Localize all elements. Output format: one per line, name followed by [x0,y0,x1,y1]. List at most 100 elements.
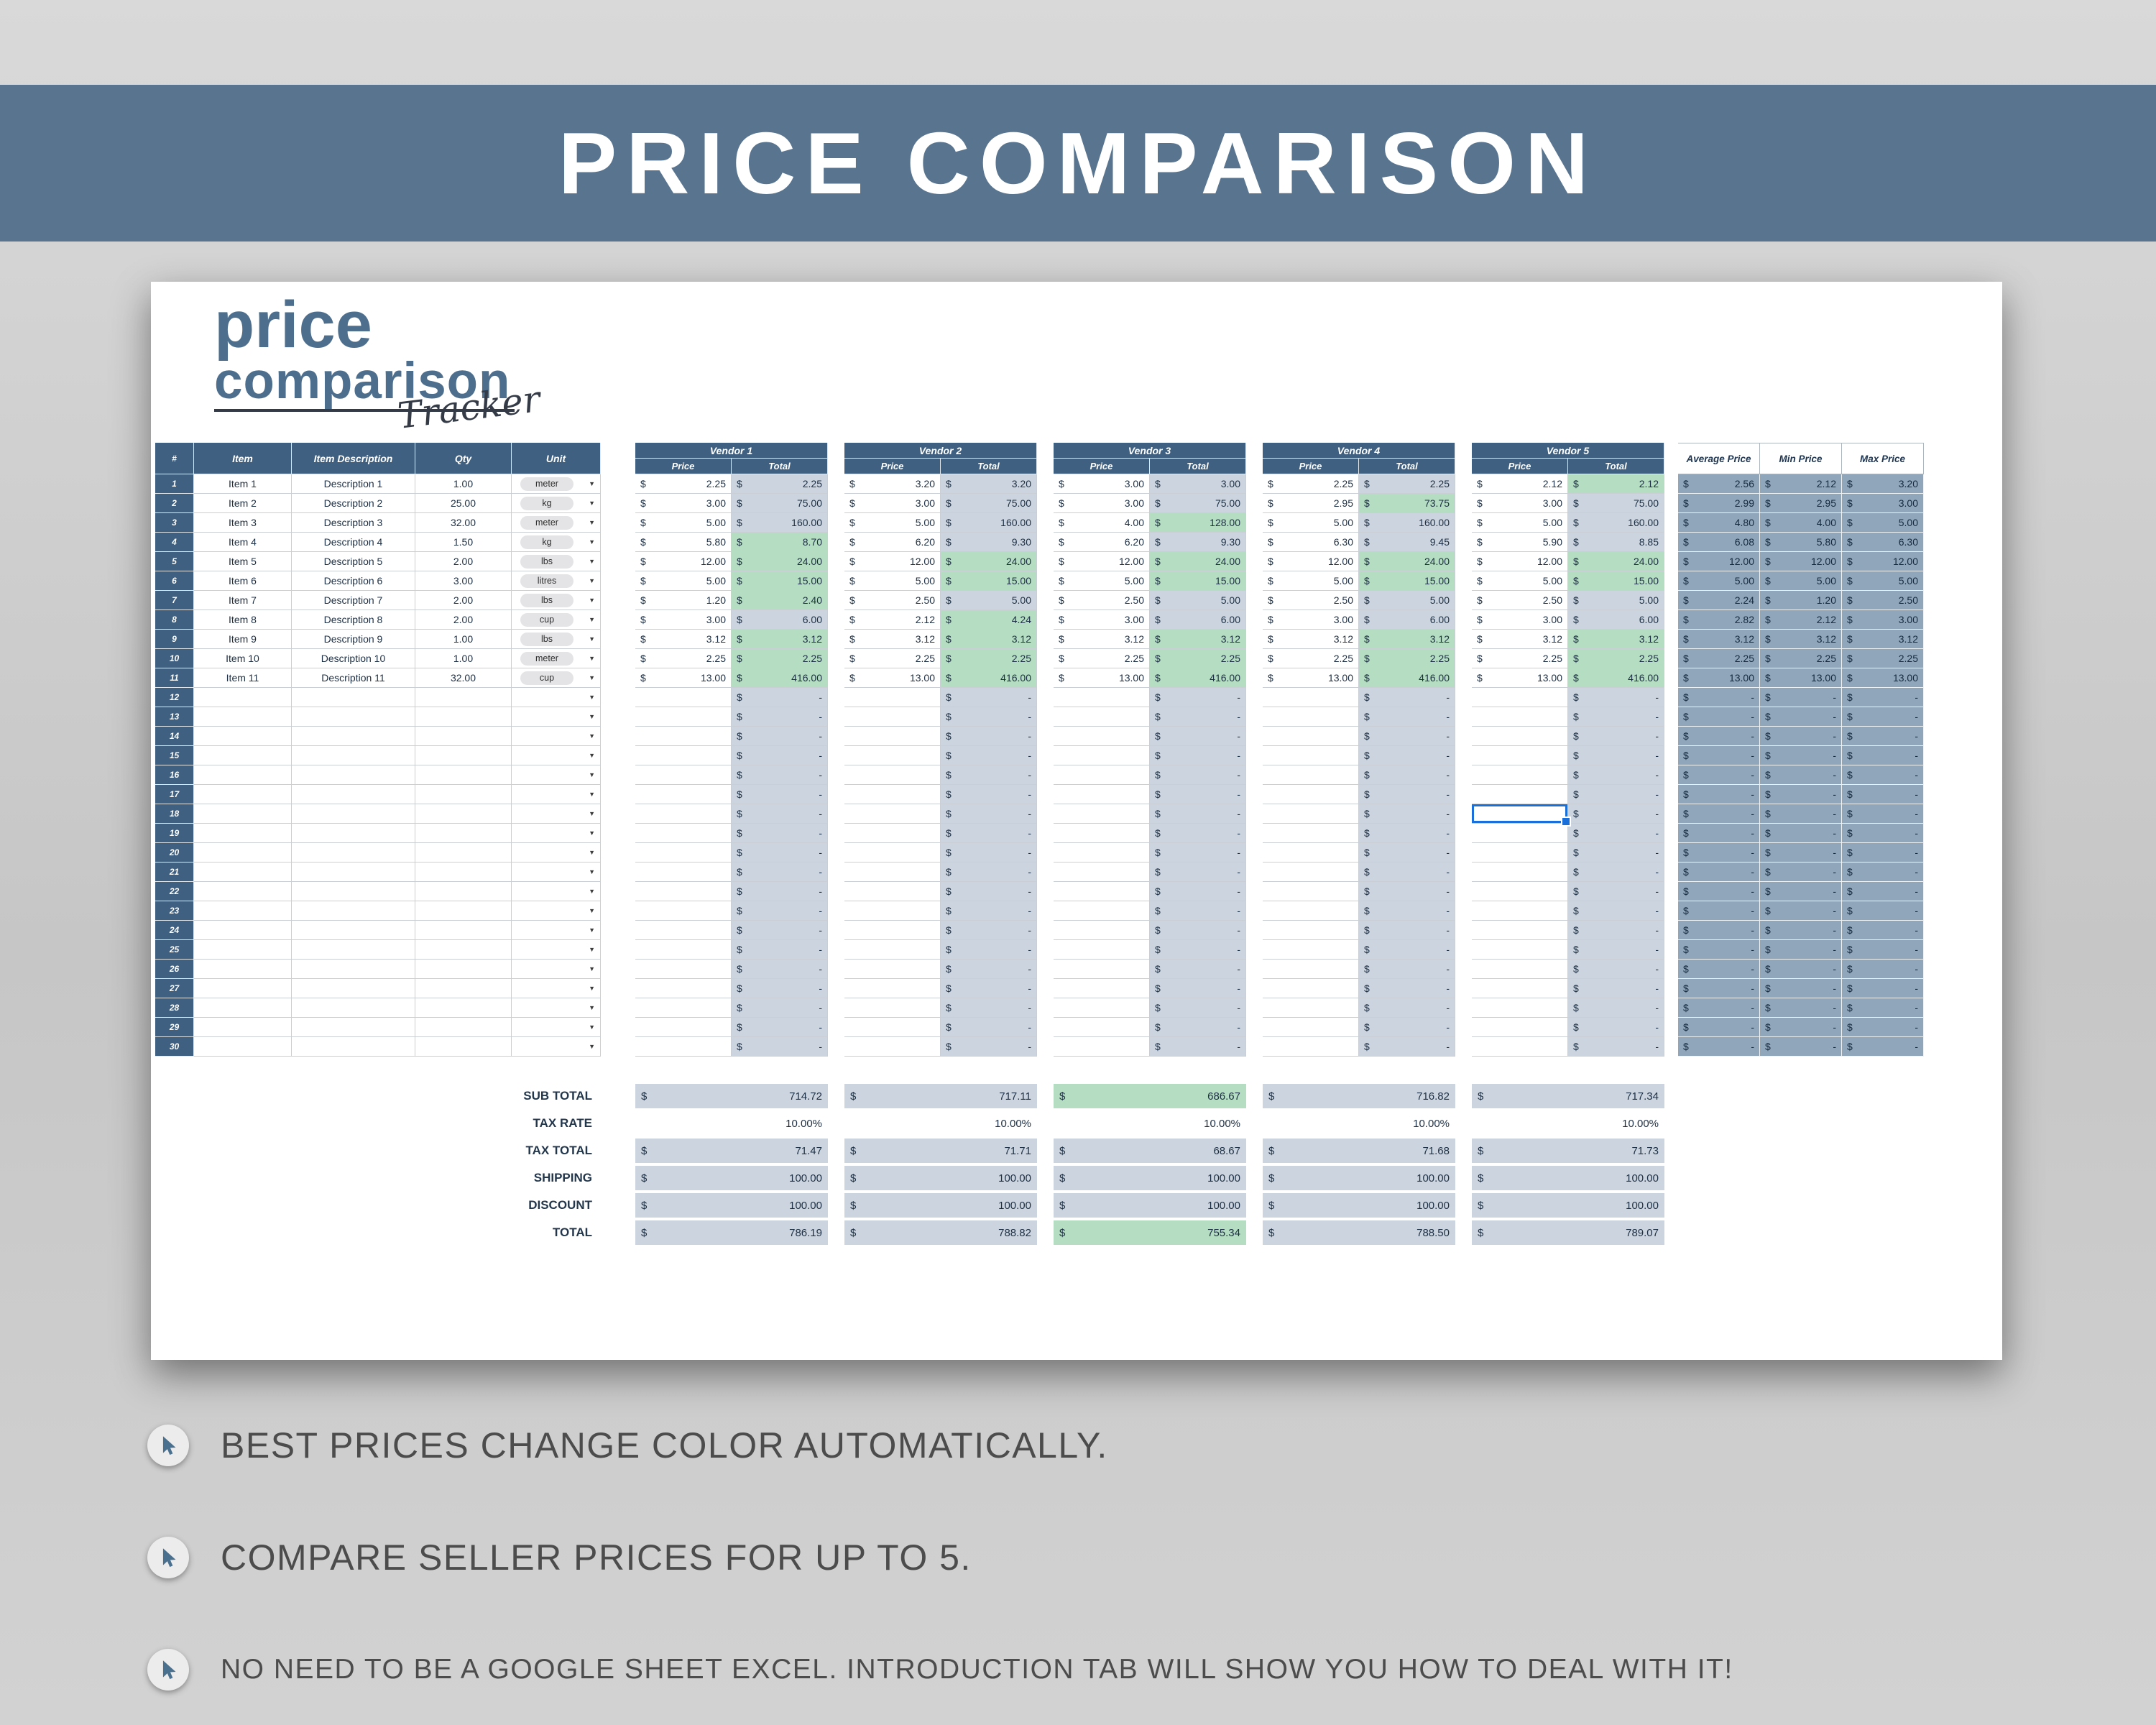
total-cell[interactable]: $416.00 [1568,668,1664,688]
price-cell[interactable] [635,921,732,940]
price-cell[interactable] [1472,688,1568,707]
total-cell[interactable]: $73.75 [1359,494,1455,513]
price-cell[interactable] [844,921,941,940]
total-cell[interactable]: $128.00 [1150,513,1246,533]
price-cell[interactable] [844,765,941,785]
price-cell[interactable] [1472,960,1568,979]
price-cell[interactable]: $3.00 [844,494,941,513]
description-cell[interactable] [292,998,415,1018]
qty-cell[interactable] [415,960,512,979]
price-cell[interactable] [844,843,941,862]
price-cell[interactable] [635,1018,732,1037]
price-cell[interactable] [635,862,732,882]
total-cell[interactable]: $ - [1150,1037,1246,1057]
description-cell[interactable] [292,1037,415,1057]
total-cell[interactable]: $6.00 [1568,610,1664,630]
price-cell[interactable]: $3.00 [635,610,732,630]
row-number[interactable]: 11 [155,668,194,688]
price-cell[interactable] [635,785,732,804]
item-cell[interactable]: Item 10 [194,649,292,668]
item-cell[interactable]: Item 9 [194,630,292,649]
total-cell[interactable]: $ - [941,882,1037,901]
price-cell[interactable] [1263,727,1359,746]
row-number[interactable]: 10 [155,649,194,668]
total-cell[interactable]: $ - [1150,765,1246,785]
price-cell[interactable]: $3.12 [1472,630,1568,649]
unit-cell[interactable]: ▼ [512,843,601,862]
price-cell[interactable] [1263,843,1359,862]
item-cell[interactable]: Item 2 [194,494,292,513]
total-cell[interactable]: $2.40 [732,591,828,610]
price-cell[interactable] [1472,804,1571,827]
price-cell[interactable]: $2.25 [1263,474,1359,494]
total-cell[interactable]: $416.00 [941,668,1037,688]
total-cell[interactable]: $ - [1150,979,1246,998]
total-cell[interactable]: $ - [732,688,828,707]
total-cell[interactable]: $ - [1150,901,1246,921]
total-cell[interactable]: $ - [941,901,1037,921]
price-cell[interactable] [1472,940,1568,960]
total-cell[interactable]: $ - [732,804,828,824]
qty-cell[interactable]: 1.50 [415,533,512,552]
qty-cell[interactable] [415,727,512,746]
qty-cell[interactable] [415,882,512,901]
total-cell[interactable]: $ - [1150,843,1246,862]
unit-cell[interactable]: ▼ [512,940,601,960]
dropdown-arrow-icon[interactable]: ▼ [589,1023,595,1031]
price-cell[interactable] [1054,785,1150,804]
total-cell[interactable]: $ - [1150,746,1246,765]
description-cell[interactable] [292,901,415,921]
unit-cell[interactable]: meter ▼ [512,474,601,494]
item-cell[interactable]: Item 3 [194,513,292,533]
unit-cell[interactable]: ▼ [512,765,601,785]
price-cell[interactable]: $2.50 [1054,591,1150,610]
qty-cell[interactable] [415,746,512,765]
price-cell[interactable]: $2.12 [844,610,941,630]
unit-cell[interactable]: kg ▼ [512,494,601,513]
price-cell[interactable] [1263,746,1359,765]
item-cell[interactable] [194,824,292,843]
price-cell[interactable]: $3.00 [1054,610,1150,630]
price-cell[interactable]: $3.00 [1054,474,1150,494]
total-cell[interactable]: $ - [1150,727,1246,746]
total-cell[interactable]: $75.00 [941,494,1037,513]
price-cell[interactable] [1472,901,1568,921]
total-cell[interactable]: $ - [1568,940,1664,960]
unit-cell[interactable]: ▼ [512,707,601,727]
row-number[interactable]: 15 [155,746,194,765]
qty-cell[interactable] [415,901,512,921]
qty-cell[interactable]: 25.00 [415,494,512,513]
price-cell[interactable] [844,804,941,824]
total-cell[interactable]: $3.12 [1359,630,1455,649]
price-cell[interactable] [1054,746,1150,765]
total-cell[interactable]: $15.00 [1150,571,1246,591]
dropdown-arrow-icon[interactable]: ▼ [589,770,595,778]
total-cell[interactable]: $ - [732,707,828,727]
price-cell[interactable] [635,979,732,998]
total-cell[interactable]: $ - [941,998,1037,1018]
price-cell[interactable] [1263,824,1359,843]
price-cell[interactable]: $13.00 [844,668,941,688]
unit-cell[interactable]: meter ▼ [512,513,601,533]
total-cell[interactable]: $ - [1359,901,1455,921]
total-cell[interactable]: $ - [1568,862,1664,882]
qty-cell[interactable]: 3.00 [415,571,512,591]
description-cell[interactable] [292,882,415,901]
price-cell[interactable] [635,765,732,785]
dropdown-arrow-icon[interactable]: ▼ [589,984,595,992]
qty-cell[interactable]: 2.00 [415,552,512,571]
unit-cell[interactable]: ▼ [512,785,601,804]
unit-cell[interactable]: cup ▼ [512,668,601,688]
total-cell[interactable]: $ - [941,746,1037,765]
price-cell[interactable]: $2.25 [1054,649,1150,668]
total-cell[interactable]: $160.00 [941,513,1037,533]
qty-cell[interactable] [415,765,512,785]
price-cell[interactable] [1054,765,1150,785]
description-cell[interactable] [292,862,415,882]
qty-cell[interactable] [415,979,512,998]
item-cell[interactable] [194,960,292,979]
unit-cell[interactable]: ▼ [512,979,601,998]
unit-cell[interactable]: lbs ▼ [512,591,601,610]
item-cell[interactable]: Item 4 [194,533,292,552]
total-cell[interactable]: $ - [1359,960,1455,979]
